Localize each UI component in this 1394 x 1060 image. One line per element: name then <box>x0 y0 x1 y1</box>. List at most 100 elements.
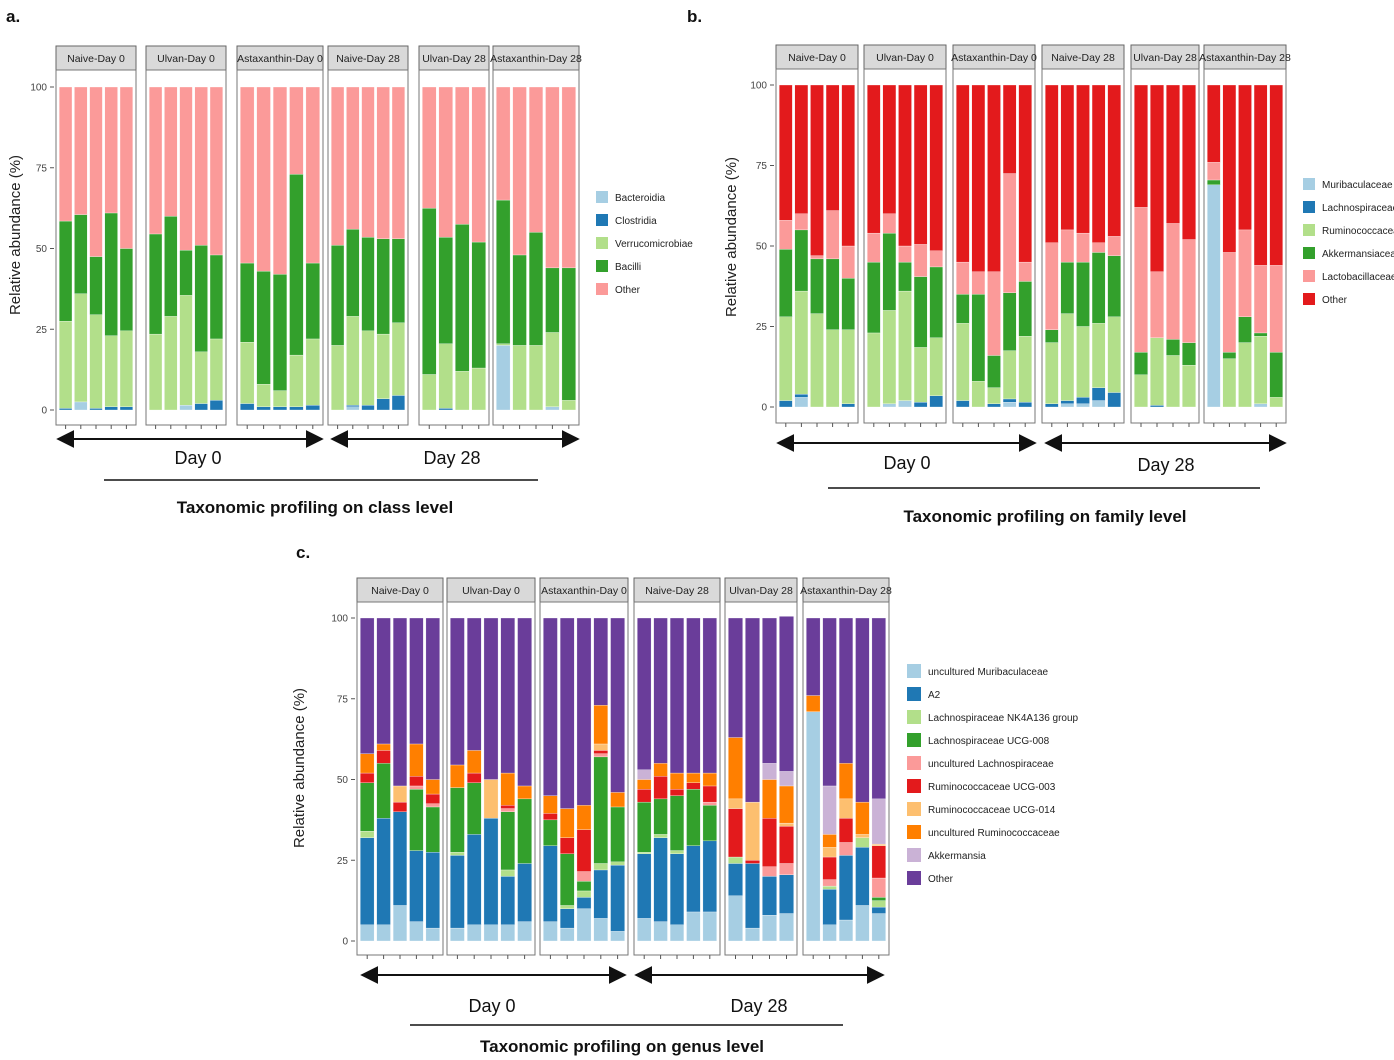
bar-segment-c-0-1-7 <box>376 743 391 751</box>
bar-segment-a-1-4-1 <box>209 400 223 411</box>
bar-segment-c-0-4-3 <box>425 806 440 853</box>
bar-segment-b-2-4-4 <box>1018 261 1032 282</box>
legend-label-a-4: Other <box>615 285 641 296</box>
bar-segment-b-2-3-0 <box>1002 402 1017 408</box>
bar-segment-a-2-0-3 <box>240 262 255 343</box>
bar-segment-b-1-3-3 <box>913 276 928 348</box>
facet-strip-c-0 <box>356 577 444 603</box>
bar-segment-b-2-3-5 <box>1002 84 1017 174</box>
bar-segment-a-0-2-4 <box>89 86 103 257</box>
period-label-a-day0: Day 0 <box>174 448 221 468</box>
bar-segment-b-3-0-3 <box>1045 329 1059 343</box>
bar-segment-c-3-0-9 <box>637 617 652 770</box>
bar-segment-c-3-0-5 <box>637 789 652 803</box>
facet-label-b-2: Astaxanthin-Day 0 <box>951 52 1037 64</box>
bar-segment-b-2-2-1 <box>987 403 1001 408</box>
bar-segment-c-5-1-1 <box>822 889 837 926</box>
legend-swatch-b-2 <box>1303 224 1315 236</box>
bar-segment-a-4-2-3 <box>455 224 470 372</box>
bar-segment-b-2-2-5 <box>987 84 1001 272</box>
bar-segment-a-5-4-2 <box>561 400 576 411</box>
legend-label-c-7: uncultured Ruminococcaceae <box>928 828 1060 839</box>
bar-segment-c-5-1-9 <box>822 617 837 787</box>
period-label-a-day28: Day 28 <box>423 448 480 468</box>
bar-segment-b-3-1-1 <box>1060 400 1075 404</box>
bar-segment-b-5-2-4 <box>1238 229 1252 317</box>
bar-segment-c-3-4-7 <box>702 772 717 787</box>
bar-segment-c-0-1-0 <box>376 924 391 942</box>
bar-segment-c-5-2-6 <box>838 798 854 819</box>
bar-segment-a-5-0-4 <box>496 86 511 201</box>
bar-segment-c-5-0-7 <box>806 695 821 712</box>
bar-segment-b-0-4-4 <box>841 245 855 279</box>
bar-segment-a-1-0-4 <box>149 86 163 235</box>
facet-strip-c-4 <box>724 577 798 603</box>
legend-swatch-a-4 <box>596 283 608 295</box>
bar-segment-b-4-0-2 <box>1134 374 1148 408</box>
legend-label-a-2: Verrucomicrobiae <box>615 239 693 250</box>
bar-segment-a-0-2-1 <box>89 408 103 411</box>
bar-segment-c-0-0-7 <box>360 753 375 774</box>
facet-strip-c-3 <box>633 577 721 603</box>
bar-segment-a-1-2-3 <box>179 249 193 296</box>
bar-segment-a-3-0-2 <box>331 345 345 411</box>
bar-segment-b-2-0-2 <box>956 323 970 401</box>
facet-label-a-1: Ulvan-Day 0 <box>157 53 215 65</box>
bar-segment-a-0-1-4 <box>74 86 88 215</box>
bar-segment-b-0-3-4 <box>825 210 840 260</box>
legend-swatch-c-3 <box>907 733 921 747</box>
facet-strip-a-3 <box>327 45 409 71</box>
bar-segment-b-1-1-0 <box>882 403 897 408</box>
bar-segment-c-1-3-3 <box>500 811 515 871</box>
bar-segment-b-1-0-5 <box>867 84 881 234</box>
bar-segment-a-0-0-2 <box>59 321 73 409</box>
bar-segment-c-5-0-0 <box>806 711 821 942</box>
bar-segment-a-3-1-0 <box>346 406 360 411</box>
bar-segment-a-4-0-4 <box>422 86 437 209</box>
facet-strip-c-5 <box>802 577 890 603</box>
facet-label-c-0: Naive-Day 0 <box>371 585 429 597</box>
bar-segment-b-5-4-4 <box>1269 265 1283 353</box>
bar-segment-a-2-3-2 <box>289 354 304 407</box>
bar-segment-a-0-1-2 <box>74 293 88 403</box>
bar-segment-a-2-2-1 <box>272 406 288 411</box>
bar-segment-c-4-2-9 <box>762 617 777 764</box>
bar-segment-b-4-3-5 <box>1182 84 1196 240</box>
facet-strip-b-0 <box>775 44 859 70</box>
bar-segment-b-0-3-5 <box>825 84 840 211</box>
facet-label-b-1: Ulvan-Day 0 <box>876 52 934 64</box>
bar-segment-c-3-1-7 <box>653 763 668 777</box>
bar-segment-c-2-1-5 <box>559 837 575 854</box>
bar-segment-b-3-2-2 <box>1076 326 1090 398</box>
bar-segment-b-2-1-2 <box>971 381 986 408</box>
bar-segment-c-5-1-4 <box>822 879 837 887</box>
bar-segment-c-5-3-9 <box>855 617 870 803</box>
bar-segment-c-3-0-0 <box>637 918 652 942</box>
bar-segment-b-0-3-2 <box>825 329 840 408</box>
bar-segment-a-1-1-3 <box>164 216 178 317</box>
bar-segment-c-4-1-5 <box>745 860 760 864</box>
bar-segment-b-0-0-3 <box>779 249 793 317</box>
bar-segment-a-1-4-2 <box>209 338 223 401</box>
bar-segment-b-3-3-5 <box>1091 84 1106 243</box>
period-label-b-day0: Day 0 <box>883 453 930 473</box>
bar-segment-c-1-3-2 <box>500 869 515 877</box>
bar-segment-a-3-3-4 <box>376 86 390 239</box>
bar-segment-c-5-2-7 <box>838 763 854 800</box>
bar-segment-b-2-0-1 <box>956 400 970 408</box>
facet-label-a-0: Naive-Day 0 <box>67 53 125 65</box>
bar-segment-b-0-0-5 <box>779 84 793 221</box>
bar-segment-a-3-0-4 <box>331 86 345 246</box>
legend-label-b-5: Other <box>1322 295 1348 306</box>
panel-label-c: c. <box>296 543 310 562</box>
bar-segment-c-0-3-4 <box>409 785 424 790</box>
bar-segment-b-3-4-3 <box>1107 255 1121 317</box>
bar-segment-c-0-0-0 <box>360 924 375 942</box>
bar-segment-a-0-2-2 <box>89 314 103 409</box>
bar-segment-c-5-4-3 <box>871 897 886 901</box>
bar-segment-c-3-0-8 <box>637 769 652 780</box>
bar-segment-c-3-1-9 <box>653 617 668 764</box>
bar-segment-b-3-0-5 <box>1045 84 1059 243</box>
bar-segment-b-0-1-2 <box>794 290 809 395</box>
bar-segment-c-4-0-6 <box>728 798 743 809</box>
